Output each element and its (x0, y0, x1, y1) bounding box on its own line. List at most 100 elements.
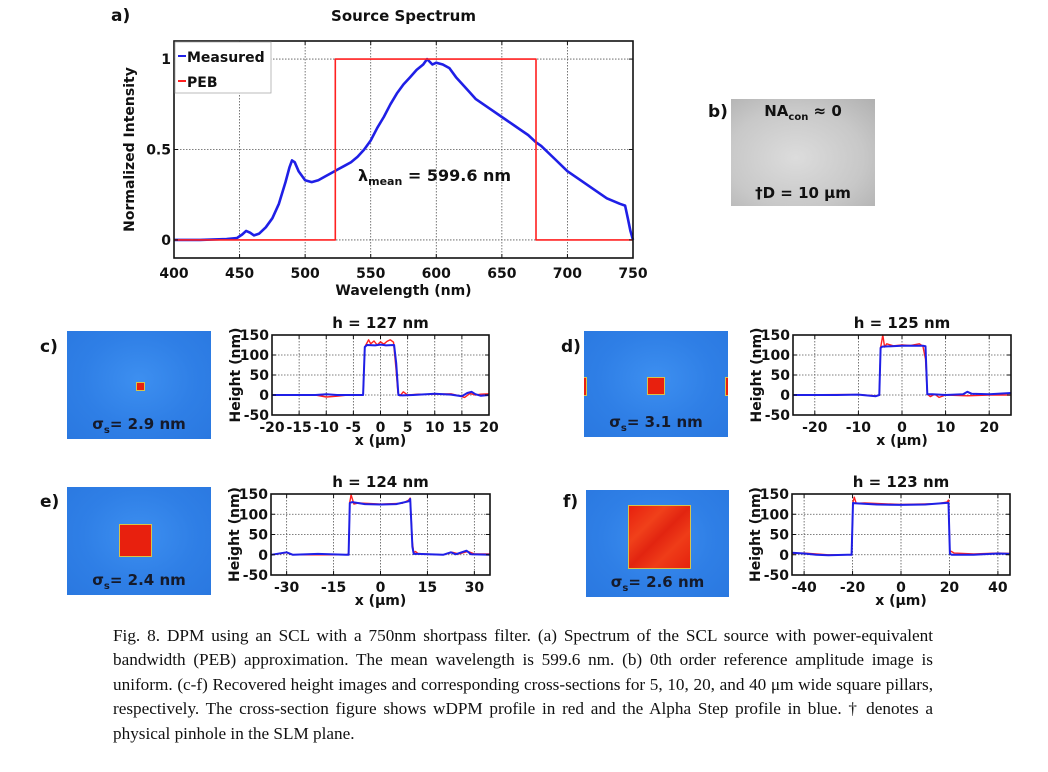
height-image-e: σs= 2.4 nm (67, 487, 211, 595)
pinhole-diameter-label: †D = 10 μm (755, 184, 851, 202)
na-con-label: NAcon ≈ 0 (731, 102, 875, 123)
x-tick-label: 0 (376, 420, 386, 436)
x-tick-label: 10 (425, 420, 445, 436)
y-tick-label: 150 (240, 328, 269, 344)
pillar-d-right-neighbor (726, 378, 728, 395)
cross-section-chart-e: -30 -15 0 15 30 -50 0 50 100 150 x (μm) Height (nm) (227, 487, 491, 609)
y-tick-label: 100 (239, 507, 268, 523)
x-tick-label: -20 (259, 420, 285, 436)
x-tick-label: -10 (846, 420, 872, 436)
x-tick-label: 0 (376, 580, 386, 596)
y-tick-label: 50 (250, 368, 270, 384)
annotation-sub: mean (368, 175, 403, 189)
x-tick-label: 5 (403, 420, 413, 436)
x-tick-label: 0 (897, 420, 907, 436)
x-tick-label: 20 (979, 420, 999, 436)
x-axis-label: Wavelength (nm) (335, 283, 471, 299)
x-tick-label: 450 (225, 266, 254, 282)
x-tick-label: -15 (286, 420, 311, 436)
x-tick-label: -10 (314, 420, 340, 436)
series-line-alpha-step (793, 344, 1012, 398)
reference-amplitude-image: NAcon ≈ 0 †D = 10 μm (731, 99, 875, 206)
panel-label-f: f) (563, 492, 579, 512)
y-axis-label: Height (nm) (749, 328, 765, 423)
y-tick-label: 150 (239, 487, 268, 503)
panel-label-d: d) (561, 337, 581, 357)
y-tick-label: 0 (259, 388, 269, 404)
pillar-d-left-neighbor (584, 378, 586, 395)
x-tick-label: -5 (346, 420, 362, 436)
annotation-value: = 599.6 nm (402, 166, 512, 185)
x-tick-label: 0 (896, 580, 906, 596)
pillar-e (120, 525, 151, 556)
x-tick-label: -20 (802, 420, 828, 436)
x-axis-label: x (μm) (355, 433, 407, 449)
x-tick-label: 750 (618, 266, 647, 282)
y-tick-label: 100 (240, 348, 269, 364)
y-tick-label: 0 (780, 388, 790, 404)
x-tick-label: -15 (321, 580, 346, 596)
y-tick-label: -50 (244, 408, 270, 424)
y-tick-label: -50 (764, 568, 790, 584)
y-tick-label: -50 (765, 408, 791, 424)
x-axis-label: x (μm) (875, 593, 927, 609)
panel-label-b: b) (708, 102, 728, 122)
x-tick-label: -30 (274, 580, 300, 596)
y-tick-label: 50 (249, 528, 269, 544)
legend: Measured PEB (174, 41, 272, 94)
panel-label-a: a) (111, 6, 131, 26)
y-axis-label: Normalized Intensity (122, 67, 138, 232)
x-axis-label: x (μm) (355, 593, 407, 609)
series-line-alpha-step (791, 501, 1011, 557)
series-line-alpha-step (270, 497, 491, 556)
x-tick-label: -40 (791, 580, 817, 596)
y-tick-label: -50 (243, 568, 269, 584)
y-tick-label: 0 (161, 233, 171, 249)
height-image-c: σs= 2.9 nm (67, 331, 211, 439)
series-line-peb (174, 58, 633, 241)
legend-label-peb: PEB (187, 75, 218, 91)
y-axis-label: Height (nm) (227, 487, 243, 582)
y-tick-label: 50 (770, 528, 790, 544)
mean-wavelength-annotation: λmean = 599.6 nm (358, 166, 511, 188)
panel-label-e: e) (40, 492, 60, 512)
legend-label-measured: Measured (187, 50, 265, 66)
x-tick-label: 550 (356, 266, 385, 282)
x-tick-label: 700 (553, 266, 582, 282)
cross-section-chart-d: -20 -10 0 10 20 -50 0 50 100 150 x (μm) Height (nm) (749, 328, 1012, 449)
pillar-c (137, 383, 144, 390)
chart-title-e: h = 124 nm (332, 473, 429, 491)
na-rest: ≈ 0 (808, 102, 842, 120)
panel-label-c: c) (40, 337, 58, 357)
annotation-lambda: λ (358, 166, 369, 185)
x-tick-label: 650 (487, 266, 516, 282)
y-tick-label: 150 (761, 328, 790, 344)
y-tick-label: 0.5 (146, 143, 171, 159)
chart-title-a: Source Spectrum (331, 7, 476, 25)
x-tick-label: 500 (291, 266, 320, 282)
height-image-f: σs= 2.6 nm (586, 490, 729, 597)
x-tick-label: -20 (840, 580, 866, 596)
sigma-label-c: σs= 2.9 nm (92, 415, 186, 436)
x-tick-label: 20 (479, 420, 499, 436)
pillar-d (648, 378, 664, 394)
y-tick-label: 50 (771, 368, 791, 384)
y-tick-label: 100 (761, 348, 790, 364)
x-tick-label: 10 (936, 420, 956, 436)
x-tick-label: 20 (940, 580, 960, 596)
x-tick-label: 600 (422, 266, 451, 282)
series-line-alpha-step (272, 343, 490, 398)
x-tick-label: 15 (452, 420, 471, 436)
sigma-label-f: σs= 2.6 nm (610, 573, 705, 594)
y-axis-label: Height (nm) (748, 487, 764, 582)
chart-title-f: h = 123 nm (852, 473, 950, 491)
na-sub: con (788, 112, 809, 123)
y-tick-label: 1 (161, 52, 171, 68)
sigma-label-e: σs= 2.4 nm (92, 571, 186, 592)
x-tick-label: 400 (159, 266, 188, 282)
sigma-label-d: σs= 3.1 nm (609, 413, 703, 434)
height-image-d: σs= 3.1 nm (584, 331, 728, 437)
y-tick-label: 0 (779, 548, 789, 564)
